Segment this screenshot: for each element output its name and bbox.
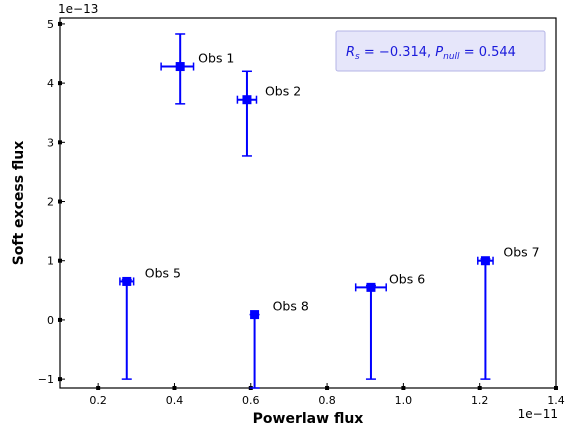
data-marker (366, 282, 376, 292)
data-marker (480, 256, 490, 266)
x-tick-label: 1.0 (395, 394, 413, 407)
y-tick-dot (58, 140, 62, 145)
y-tick-dot (58, 317, 62, 322)
point-label: Obs 1 (198, 51, 234, 66)
data-point-obs-2: Obs 2 (236, 70, 301, 157)
x-tick-dot (401, 386, 406, 390)
y-tick-dot (58, 377, 62, 382)
x-tick-dot (325, 386, 330, 390)
data-marker (242, 95, 252, 105)
y-tick-label: 3 (47, 136, 54, 149)
point-label: Obs 2 (265, 84, 301, 99)
data-point-obs-5: Obs 5 (119, 265, 181, 380)
correlation-annotation: Rs = −0.314, Pnull = 0.544 (335, 30, 546, 72)
x-tick-label: 0.6 (242, 394, 260, 407)
x-tick-label: 0.4 (166, 394, 184, 407)
point-label: Obs 5 (145, 265, 181, 280)
x-tick-dot (554, 386, 558, 390)
annotation-box (335, 30, 546, 72)
data-marker (175, 62, 185, 72)
data-point-obs-6: Obs 6 (354, 271, 425, 380)
x-offset-label: 1e−11 (518, 407, 558, 421)
y-offset-label: 1e−13 (58, 2, 98, 16)
y-tick-label: −1 (38, 373, 54, 386)
y-tick-dot (58, 81, 62, 86)
axis-ticks: 0.2 0.4 0.6 0.8 1.0 1.2 1.4 −1 0 1 2 3 4 5 (38, 18, 565, 407)
x-tick-label: 1.2 (471, 394, 489, 407)
y-tick-dot (58, 258, 62, 263)
y-axis-label: Soft excess flux (11, 141, 27, 266)
data-point-obs-8: Obs 8 (249, 299, 309, 389)
y-tick-label: 1 (47, 255, 54, 268)
data-point-obs-7: Obs 7 (477, 245, 540, 380)
y-tick-label: 5 (47, 18, 54, 31)
annotation-text: Rs = −0.314, Pnull = 0.544 (346, 45, 516, 62)
point-label: Obs 7 (503, 245, 539, 260)
data-point-obs-1: Obs 1 (160, 33, 234, 105)
point-label: Obs 8 (273, 299, 309, 314)
y-tick-label: 4 (47, 77, 54, 90)
rs-value: −0.314 (379, 45, 427, 60)
x-tick-dot (477, 386, 482, 390)
point-label: Obs 6 (389, 271, 425, 286)
data-marker (122, 276, 132, 286)
x-tick-dot (96, 386, 101, 390)
y-tick-dot (58, 21, 62, 26)
x-tick-label: 0.8 (318, 394, 336, 407)
x-axis-label: Powerlaw flux (253, 411, 364, 427)
y-tick-label: 0 (47, 314, 54, 327)
x-tick-label: 0.2 (89, 394, 107, 407)
x-tick-dot (172, 386, 177, 390)
data-marks: Obs 1 Obs 2 Obs 5 Obs 8 Obs 6 Obs 7 (119, 33, 540, 389)
y-tick-label: 2 (47, 196, 54, 209)
data-marker (250, 310, 260, 320)
plot-frame (59, 17, 557, 389)
pnull-value: 0.544 (479, 45, 516, 60)
y-tick-dot (58, 199, 62, 204)
x-tick-label: 1.4 (547, 394, 565, 407)
